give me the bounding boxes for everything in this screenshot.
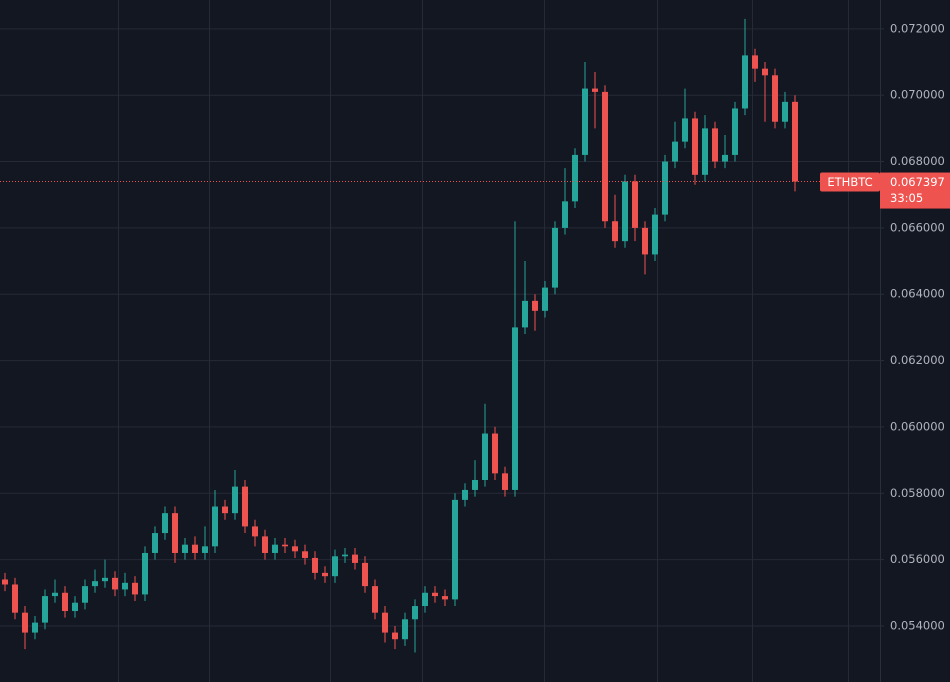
candle-body <box>702 128 708 175</box>
candle-body <box>742 55 748 109</box>
candle-body <box>462 489 468 500</box>
candle-body <box>562 201 568 228</box>
candle-body <box>652 214 658 255</box>
candle-body <box>662 161 668 215</box>
candle-body <box>32 622 38 633</box>
candle-body <box>752 55 758 69</box>
candle-body <box>582 88 588 155</box>
y-tick-label: 0.064000 <box>890 287 945 301</box>
candle-body <box>242 486 248 527</box>
candle-body <box>442 596 448 600</box>
candle-body <box>282 544 288 547</box>
candle-body <box>92 581 98 587</box>
candle-body <box>112 577 118 590</box>
candle-body <box>692 118 698 175</box>
symbol-label: ETHBTC <box>827 175 872 189</box>
symbol-tag <box>820 172 880 192</box>
candle-body <box>102 577 108 582</box>
candle-body <box>492 433 498 474</box>
candle-body <box>232 486 238 514</box>
y-tick-label: 0.060000 <box>890 419 945 433</box>
candle-body <box>12 584 18 613</box>
candle-body <box>72 602 78 612</box>
candle-body <box>432 592 438 597</box>
candle-body <box>222 506 228 514</box>
time-grid <box>118 0 849 682</box>
candle-body <box>762 68 768 76</box>
candle-body <box>302 551 308 558</box>
candle-body <box>722 154 728 162</box>
candle-body <box>682 118 688 142</box>
candle-body <box>152 533 158 553</box>
price-tag <box>880 172 950 209</box>
candle-body <box>332 556 338 577</box>
candle-body <box>312 557 318 573</box>
candle-body <box>52 592 58 597</box>
candle-body <box>382 612 388 633</box>
candle-body <box>522 300 528 328</box>
candle-body <box>512 327 518 490</box>
candle-body <box>42 596 48 623</box>
candle-body <box>342 554 348 557</box>
candle-body <box>272 544 278 553</box>
candle-body <box>632 181 638 228</box>
y-tick-label: 0.058000 <box>890 486 945 500</box>
y-tick-label: 0.072000 <box>890 21 945 35</box>
candle-body <box>122 582 128 590</box>
candle-body <box>202 546 208 553</box>
candle-body <box>422 592 428 607</box>
candle-body <box>252 526 258 537</box>
candle-body <box>362 562 368 587</box>
candle-body <box>172 513 178 553</box>
last-price-label: 0.067397 <box>890 175 945 189</box>
candle-body <box>532 300 538 311</box>
candle-body <box>292 546 298 552</box>
candle-body <box>22 612 28 633</box>
countdown-label: 33:05 <box>890 191 923 205</box>
candle-body <box>472 479 478 490</box>
candle-body <box>452 499 458 600</box>
candle-body <box>82 586 88 603</box>
candle-body <box>502 473 508 490</box>
candle-body <box>542 287 548 311</box>
candle-body <box>412 606 418 620</box>
candle-body <box>62 592 68 612</box>
candle-body <box>732 108 738 155</box>
candle-body <box>322 572 328 577</box>
candle-body <box>782 101 788 122</box>
candle-body <box>212 506 218 547</box>
candle-body <box>772 75 778 122</box>
candle-body <box>642 227 648 255</box>
y-tick-label: 0.062000 <box>890 353 945 367</box>
candle-body <box>402 619 408 640</box>
candle-body <box>132 582 138 595</box>
candle-body <box>352 554 358 563</box>
candle-body <box>712 128 718 162</box>
y-tick-label: 0.056000 <box>890 552 945 566</box>
candle-body <box>372 586 378 613</box>
candle-body <box>482 433 488 480</box>
candle-body <box>192 544 198 553</box>
candle-body <box>672 141 678 162</box>
candle-body <box>182 544 188 553</box>
candle-body <box>262 536 268 553</box>
candle-body <box>572 154 578 202</box>
candle-body <box>162 513 168 534</box>
candle-body <box>142 552 148 595</box>
y-tick-label: 0.054000 <box>890 618 945 632</box>
candle-body <box>602 91 608 222</box>
candle-body <box>392 632 398 640</box>
candle-body <box>792 101 798 182</box>
y-tick-label: 0.070000 <box>890 88 945 102</box>
y-tick-label: 0.066000 <box>890 220 945 234</box>
candle-body <box>592 88 598 92</box>
candle-body <box>2 579 8 585</box>
y-tick-label: 0.068000 <box>890 154 945 168</box>
candle-body <box>622 181 628 242</box>
candle-body <box>612 221 618 242</box>
candle-body <box>552 227 558 288</box>
